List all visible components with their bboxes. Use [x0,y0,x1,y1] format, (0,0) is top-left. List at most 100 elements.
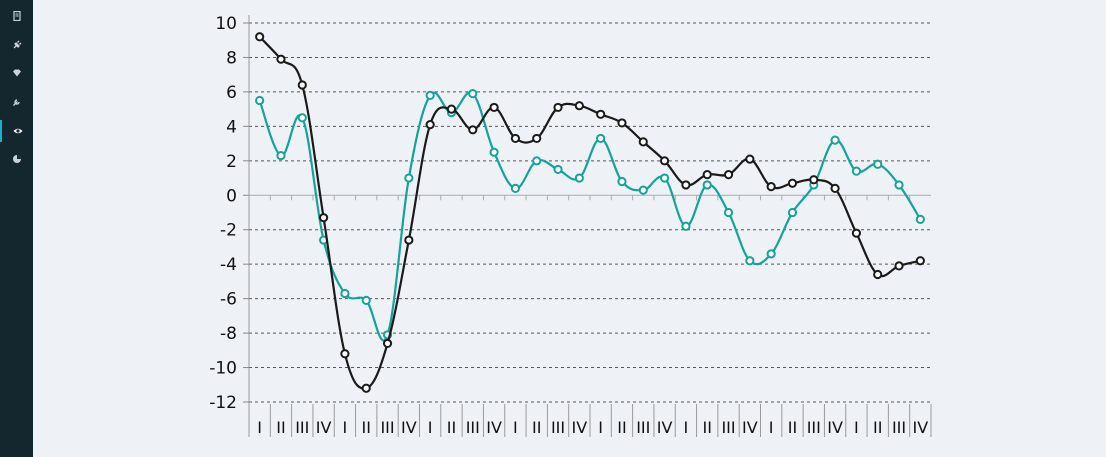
series-1-point [809,175,819,185]
series-1-point [532,133,542,144]
y-tick-label: 4 [226,117,237,137]
series-1-point [297,80,307,90]
x-tick-label: III [721,418,735,437]
series-1-point [787,178,798,188]
sidebar-wrench-button[interactable] [0,91,33,113]
series-1-point [617,118,627,128]
series-1-point [766,182,776,192]
series-2-point [915,214,925,224]
series-1-point [276,54,286,64]
sidebar-document-button[interactable] [0,5,33,27]
sidebar-eye-button[interactable] [0,120,33,142]
series-1-point [553,102,563,113]
wrench-icon [12,99,20,106]
series-1-point [638,137,648,147]
series-1-point [873,269,883,280]
y-tick-label: 0 [226,186,237,206]
series-1-point [318,213,329,223]
series-1-point [659,156,670,166]
series-1-point [489,102,499,113]
series-1-point [340,349,350,359]
series-2-point [574,173,584,183]
x-tick-label: I [854,418,859,437]
x-tick-label: III [636,418,650,437]
sidebar [0,0,33,457]
x-tick-label: III [380,418,394,437]
series-2-point [532,156,542,166]
series-2-point [702,180,712,190]
series-1-point [468,125,478,135]
x-tick-label: I [428,418,433,437]
series-2-point [553,164,563,175]
series-2-point [851,166,862,176]
sidebar-pie-chart-button[interactable] [0,148,33,170]
sidebar-diamond-button[interactable] [0,62,33,84]
series-2-point [510,183,521,193]
x-tick-label: I [343,418,348,437]
y-tick-label: 6 [226,83,237,103]
y-tick-label: -2 [220,221,237,241]
series-1-point [681,180,691,190]
y-tick-label: -4 [220,255,237,275]
x-tick-label: I [684,418,689,437]
x-tick-label: II [703,418,712,437]
series-1-point [851,228,862,238]
series-1-point [596,109,606,119]
series-1-point [723,170,734,180]
series-2-point [638,185,648,195]
document-icon [12,11,21,21]
x-tick-label: II [788,418,797,437]
y-tick-label: -12 [209,393,237,413]
x-tick-label: IV [657,418,673,437]
x-tick-label: IV [401,418,417,437]
series-1-point [404,235,414,245]
y-tick-label: 2 [226,152,237,172]
x-tick-label: III [892,418,906,437]
x-tick-label: I [513,418,518,437]
series-1-point [745,154,755,164]
series-2-point [659,173,670,183]
x-tick-label: II [362,418,371,437]
series-2-point [894,180,904,190]
series-2-point [425,90,435,100]
series-2-point [873,159,883,169]
series-1-point [830,183,840,193]
plug-icon [13,40,21,49]
series-1-point [574,101,584,111]
y-tick-label: -8 [220,324,237,344]
sidebar-plug-button[interactable] [0,34,33,56]
series-2-point [340,288,350,299]
x-tick-label: IV [827,418,843,437]
x-tick-label: IV [742,418,758,437]
series-2-point [468,89,478,99]
x-tick-label: IV [913,418,929,437]
diamond-icon [12,69,21,77]
series-1-point [702,170,712,180]
series-1-line [258,36,921,390]
series-2-point [361,295,371,305]
series-2-point [596,133,606,144]
x-tick-label: IV [572,418,588,437]
y-tick-label: 10 [215,14,237,34]
series-2-point [745,256,755,266]
series-2-point [404,173,414,183]
series-2-point [276,151,286,161]
series-1-point [382,338,393,349]
x-tick-label: IV [316,418,332,437]
series-2-line [258,91,922,342]
series-2-point [617,176,627,187]
series-1-point [361,383,371,393]
x-tick-label: II [276,418,285,437]
x-tick-label: III [551,418,565,437]
series-1-point [894,261,904,271]
x-tick-label: III [295,418,309,437]
eye-icon [13,128,22,134]
y-tick-label: -10 [209,359,237,379]
series-2-point [489,147,499,157]
pie-chart-icon [12,155,21,163]
series-2-point [787,207,798,218]
x-tick-label: I [769,418,774,437]
y-tick-label: -6 [220,290,237,310]
series-2-point [255,95,265,106]
